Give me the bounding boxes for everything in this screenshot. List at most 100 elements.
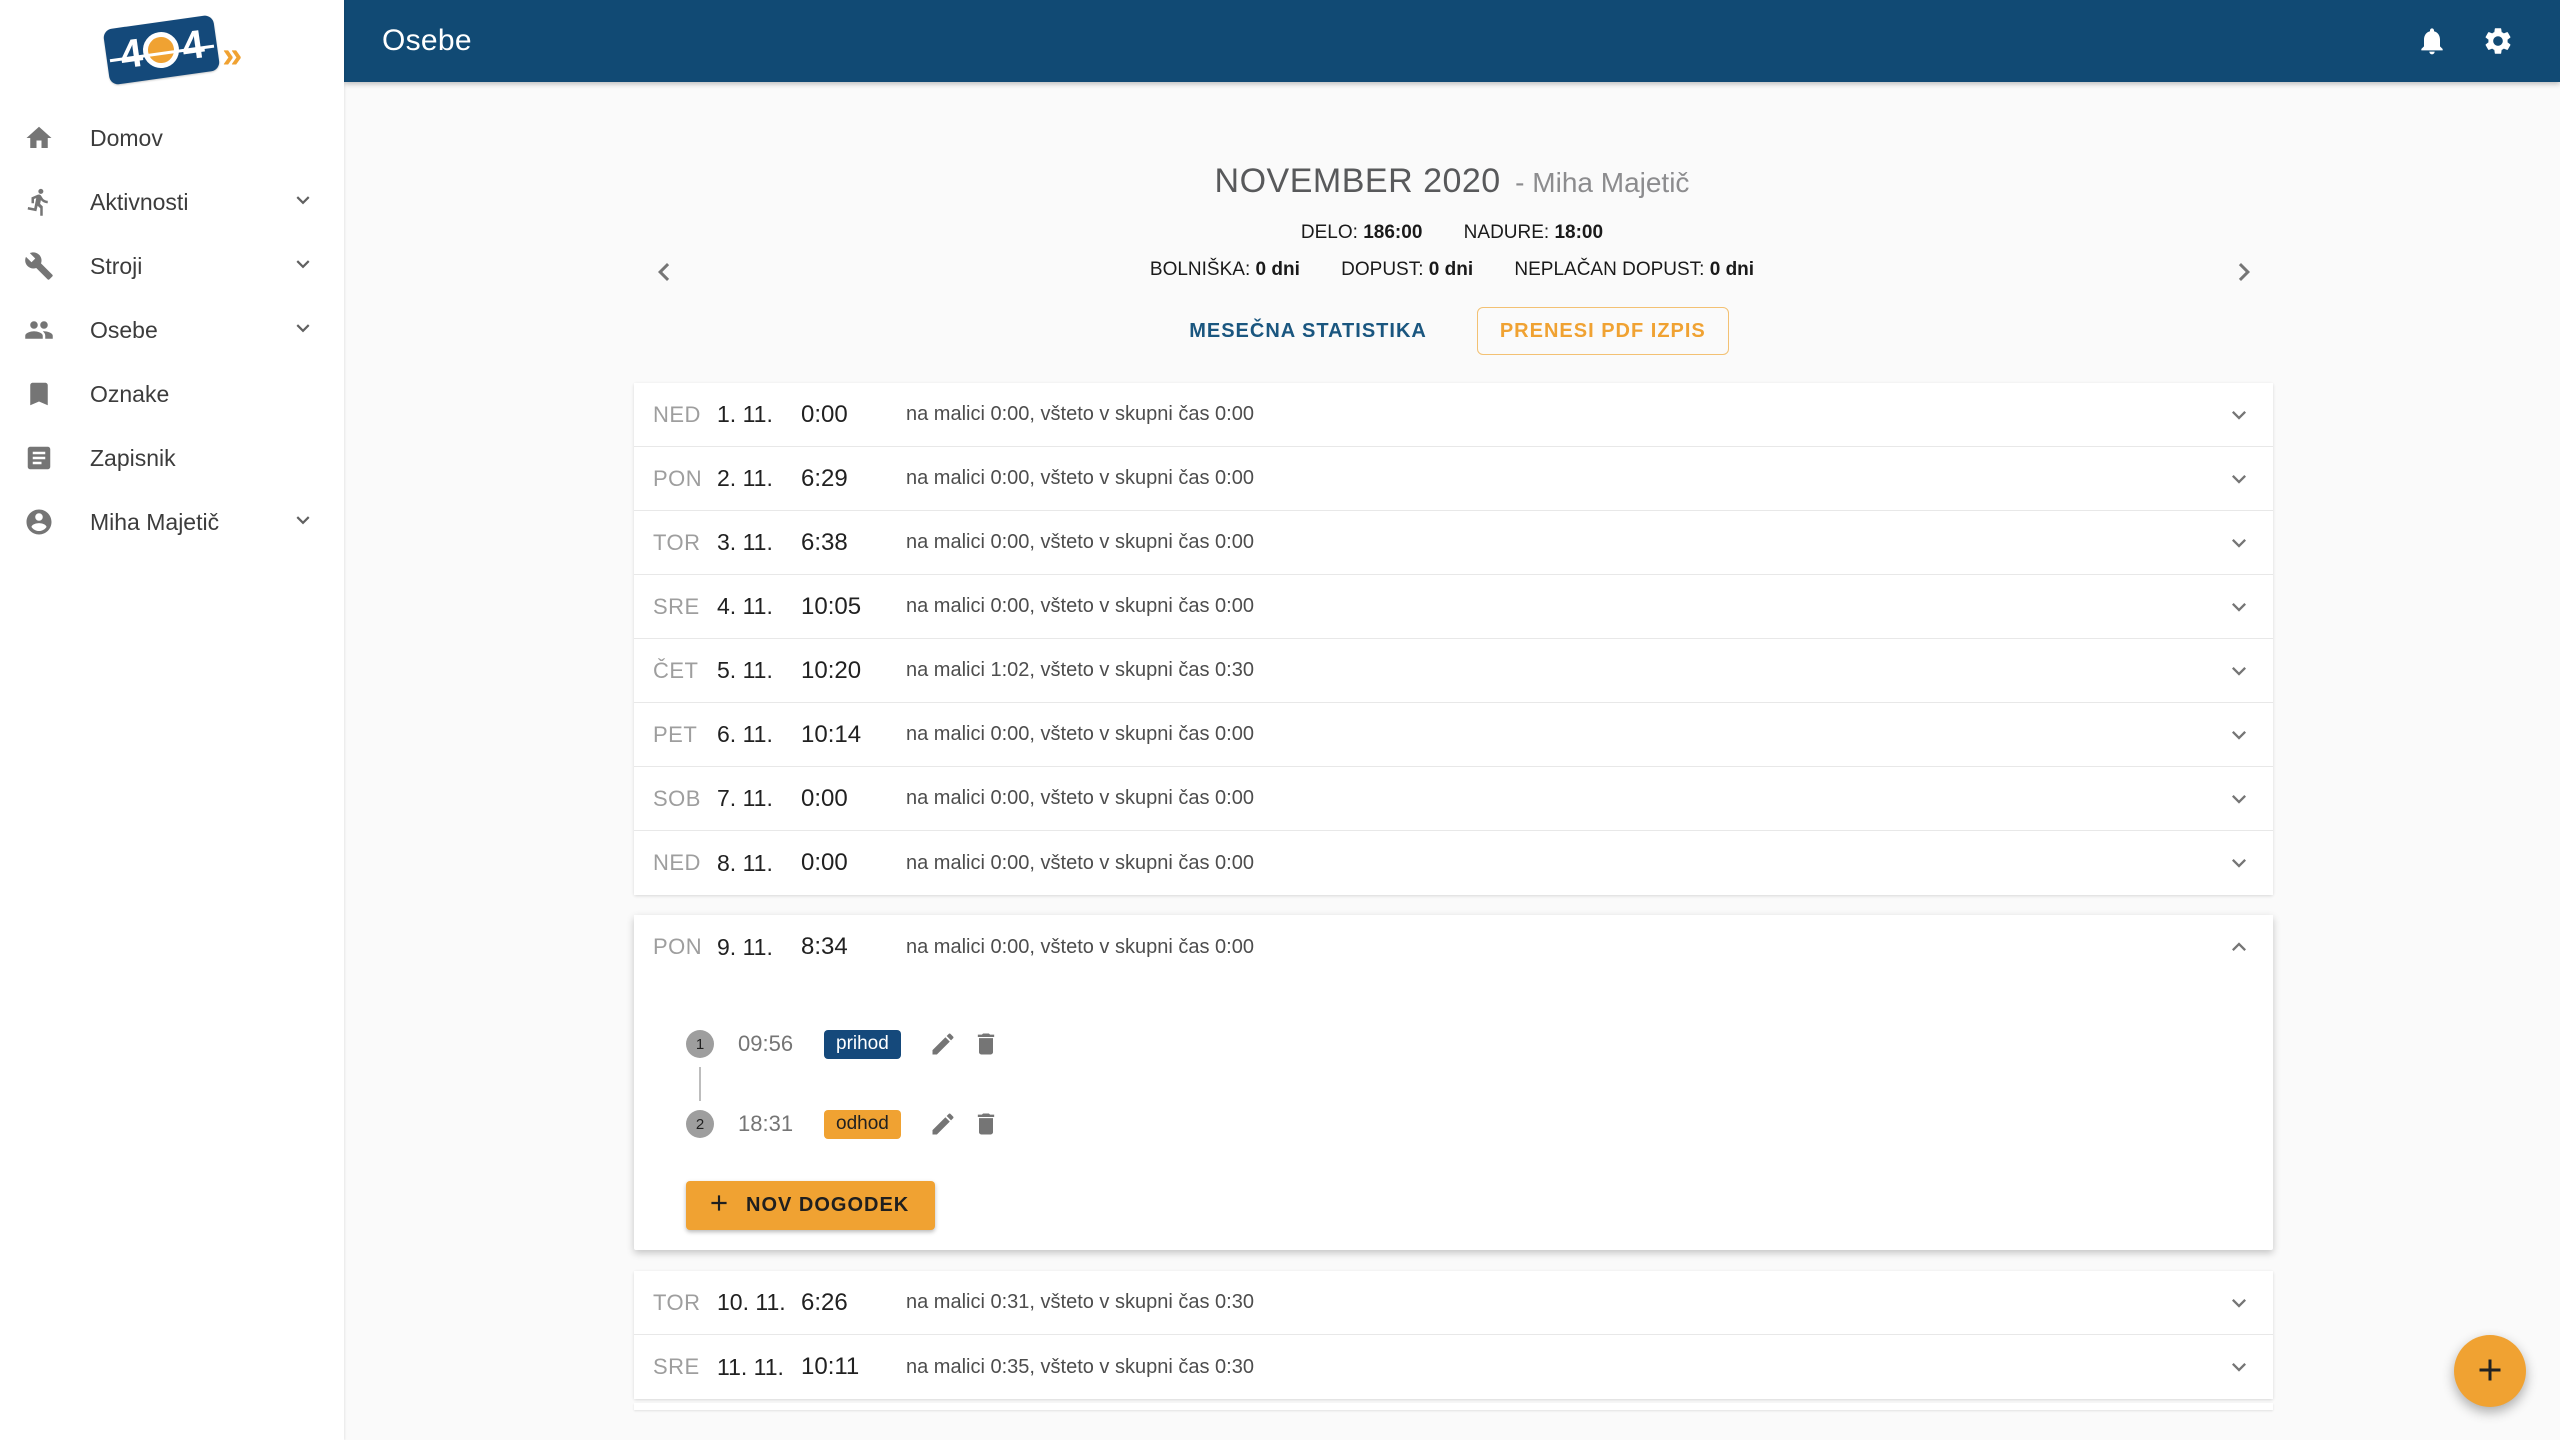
- expand-chevron-down-icon[interactable]: [2225, 401, 2253, 429]
- expand-chevron-down-icon[interactable]: [2225, 1353, 2253, 1381]
- wrench-icon: [24, 251, 54, 281]
- logo-digit: 4: [178, 22, 205, 69]
- day-of-week-label: PET: [653, 721, 698, 747]
- day-list: NED 1. 11. 0:00 na malici 0:00, všteto v…: [634, 383, 2273, 1410]
- monthly-statistics-button[interactable]: MESEČNA STATISTIKA: [1175, 310, 1441, 353]
- sidebar-item-oznake[interactable]: Oznake: [0, 362, 344, 426]
- day-total-hours: 6:38: [801, 528, 848, 556]
- sidebar-item-label: Zapisnik: [90, 444, 176, 471]
- day-date: 10. 11.: [717, 1289, 786, 1315]
- bookmark-icon: [24, 379, 54, 409]
- expand-chevron-down-icon[interactable]: [2225, 785, 2253, 813]
- day-total-hours: 10:14: [801, 720, 862, 748]
- log-icon: [24, 443, 54, 473]
- sidebar: 4 4 » Domov Aktivnosti Stroji Osebe Ozna…: [0, 0, 344, 1440]
- day-row[interactable]: TOR 10. 11. 6:26 na malici 0:31, všteto …: [634, 1271, 2273, 1335]
- expand-chevron-down-icon[interactable]: [2225, 529, 2253, 557]
- edit-pencil-icon[interactable]: [929, 1030, 957, 1058]
- previous-month-chevron-left-icon[interactable]: [646, 254, 682, 290]
- day-lunch-summary: na malici 0:35, všteto v skupni čas 0:30: [906, 1355, 1254, 1378]
- event-row: 2 18:31 odhod: [686, 1101, 2273, 1147]
- sidebar-item-aktivnosti[interactable]: Aktivnosti: [0, 170, 344, 234]
- sidebar-item-stroji[interactable]: Stroji: [0, 234, 344, 298]
- day-row[interactable]: PON 2. 11. 6:29 na malici 0:00, všteto v…: [634, 447, 2273, 511]
- plus-icon: [706, 1190, 732, 1222]
- delete-trash-icon[interactable]: [972, 1030, 1000, 1058]
- app-logo[interactable]: 4 4 »: [0, 0, 344, 100]
- day-lunch-summary: na malici 0:00, všteto v skupni čas 0:00: [906, 723, 1254, 745]
- day-total-hours: 6:26: [801, 1288, 848, 1316]
- day-row[interactable]: TOR 3. 11. 6:38 na malici 0:00, všteto v…: [634, 511, 2273, 575]
- day-total-hours: 6:29: [801, 464, 848, 492]
- expand-chevron-down-icon[interactable]: [2225, 1289, 2253, 1317]
- day-lunch-summary: na malici 0:00, všteto v skupni čas 0:00: [906, 531, 1254, 553]
- sidebar-item-osebe[interactable]: Osebe: [0, 298, 344, 362]
- settings-gear-icon[interactable]: [2482, 25, 2514, 57]
- collapse-chevron-up-icon[interactable]: [2225, 933, 2253, 961]
- add-fab-button[interactable]: [2454, 1335, 2526, 1407]
- day-of-week-label: SOB: [653, 785, 701, 811]
- day-date: 11. 11.: [717, 1353, 784, 1380]
- sidebar-item-label: Stroji: [90, 252, 143, 279]
- day-total-hours: 10:05: [801, 592, 862, 620]
- day-of-week-label: ČET: [653, 657, 699, 683]
- expanded-day-card: PON 9. 11. 8:34 na malici 0:00, všteto v…: [634, 915, 2273, 1250]
- day-total-hours: 10:11: [801, 1353, 860, 1380]
- expand-chevron-down-icon[interactable]: [2225, 465, 2253, 493]
- expand-chevron-down-icon[interactable]: [2225, 849, 2253, 877]
- day-row[interactable]: SOB 7. 11. 0:00 na malici 0:00, všteto v…: [634, 767, 2273, 831]
- people-icon: [24, 315, 54, 345]
- day-of-week-label: NED: [653, 850, 701, 875]
- day-total-hours: 8:34: [801, 933, 848, 960]
- expand-chevron-down-icon[interactable]: [2225, 657, 2253, 685]
- day-row[interactable]: NED 8. 11. 0:00 na malici 0:00, všteto v…: [634, 831, 2273, 895]
- main-content: NOVEMBER 2020 - Miha Majetič DELO: 186:0…: [344, 82, 2560, 1410]
- expand-chevron-down-icon[interactable]: [2225, 721, 2253, 749]
- delete-trash-icon[interactable]: [972, 1110, 1000, 1138]
- day-total-hours: 0:00: [801, 400, 848, 428]
- notifications-bell-icon[interactable]: [2416, 25, 2448, 57]
- actions-line: MESEČNA STATISTIKA PRENESI PDF IZPIS: [344, 307, 2560, 355]
- expand-chevron-down-icon[interactable]: [2225, 593, 2253, 621]
- logo-orange-dot-icon: [140, 29, 182, 71]
- appbar: Osebe: [344, 0, 2560, 82]
- day-lunch-summary: na malici 0:31, všteto v skupni čas 0:30: [906, 1291, 1254, 1313]
- new-event-button[interactable]: NOV DOGODEK: [686, 1181, 936, 1230]
- logo-404-icon: 4 4: [102, 14, 220, 86]
- day-lunch-summary: na malici 0:00, všteto v skupni čas 0:00: [906, 467, 1254, 489]
- day-row[interactable]: PON 9. 11. 8:34 na malici 0:00, všteto v…: [634, 915, 2273, 979]
- day-row[interactable]: PET 6. 11. 10:14 na malici 0:00, všteto …: [634, 703, 2273, 767]
- page-title: Osebe: [382, 24, 472, 57]
- day-lunch-summary: na malici 0:00, všteto v skupni čas 0:00: [906, 595, 1254, 617]
- timeline-connector-line: [699, 1067, 701, 1101]
- chevron-down-icon: [290, 507, 316, 538]
- day-row[interactable]: ČET 5. 11. 10:20 na malici 1:02, všteto …: [634, 639, 2273, 703]
- day-row[interactable]: NED 1. 11. 0:00 na malici 0:00, všteto v…: [634, 383, 2273, 447]
- sidebar-item-zapisnik[interactable]: Zapisnik: [0, 426, 344, 490]
- sidebar-item-label: Miha Majetič: [90, 508, 220, 535]
- edit-pencil-icon[interactable]: [929, 1110, 957, 1138]
- next-day-row-partial[interactable]: [634, 1403, 2273, 1410]
- day-lunch-summary: na malici 0:00, všteto v skupni čas 0:00: [906, 403, 1254, 425]
- day-date: 8. 11.: [717, 849, 773, 876]
- chevron-down-icon: [290, 187, 316, 218]
- stat-dopust: DOPUST: 0 dni: [1341, 259, 1474, 280]
- day-row[interactable]: SRE 4. 11. 10:05 na malici 0:00, všteto …: [634, 575, 2273, 639]
- sidebar-nav: Domov Aktivnosti Stroji Osebe Oznake Zap…: [0, 100, 344, 554]
- day-total-hours: 0:00: [801, 849, 848, 876]
- day-date: 9. 11.: [717, 933, 773, 960]
- day-date: 2. 11.: [717, 465, 773, 491]
- new-event-button-label: NOV DOGODEK: [746, 1194, 910, 1216]
- sidebar-item-domov[interactable]: Domov: [0, 106, 344, 170]
- stat-delo: DELO: 186:00: [1300, 222, 1423, 243]
- stat-bolniska: BOLNIŠKA: 0 dni: [1149, 259, 1300, 280]
- day-date: 7. 11.: [717, 785, 773, 811]
- download-pdf-button[interactable]: PRENESI PDF IZPIS: [1476, 307, 1729, 355]
- sidebar-item-miha-majeti-[interactable]: Miha Majetič: [0, 490, 344, 554]
- event-number-badge: 2: [686, 1110, 714, 1138]
- next-month-chevron-right-icon[interactable]: [2226, 254, 2262, 290]
- event-time: 09:56: [738, 1031, 794, 1056]
- stat-neplacan-dopust: NEPLAČAN DOPUST: 0 dni: [1514, 259, 1755, 280]
- day-row[interactable]: SRE 11. 11. 10:11 na malici 0:35, všteto…: [634, 1335, 2273, 1399]
- day-of-week-label: TOR: [653, 1289, 701, 1315]
